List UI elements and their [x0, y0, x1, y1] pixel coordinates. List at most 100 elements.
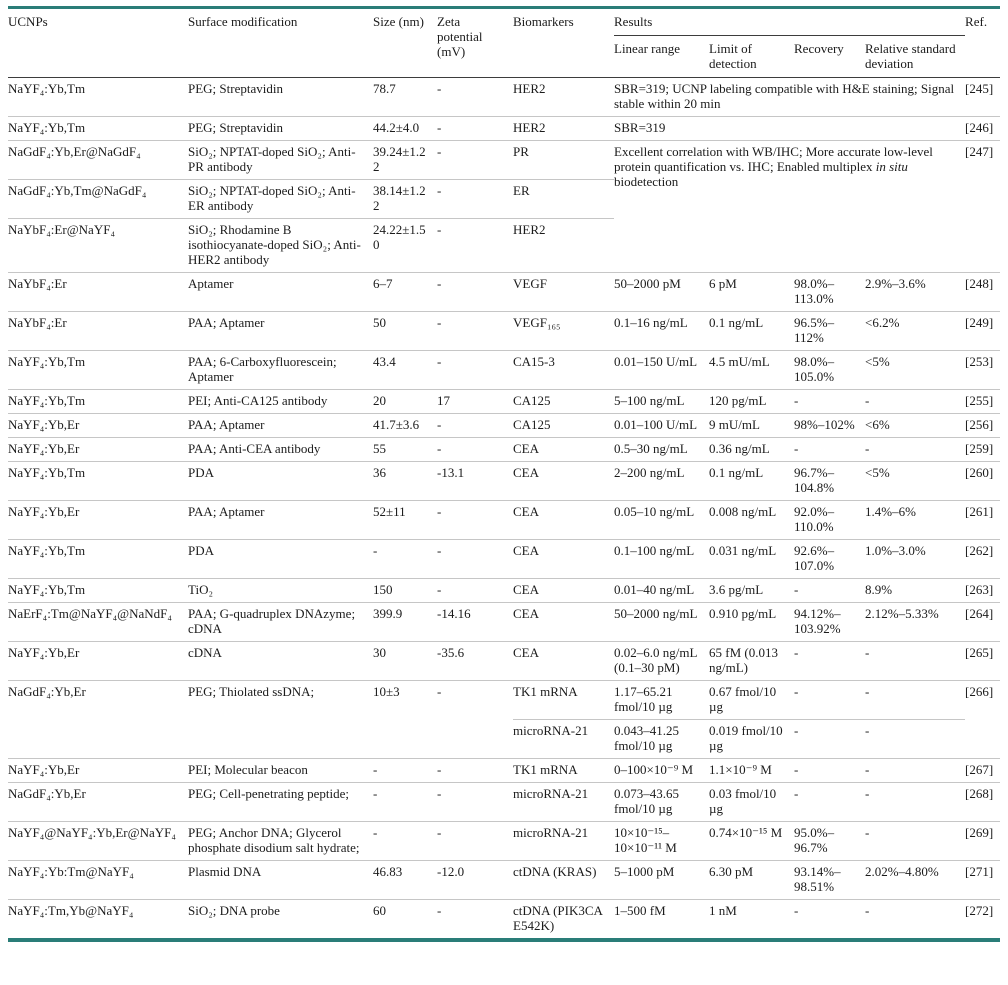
table-cell: 17 — [437, 389, 513, 414]
table-cell: 0.1–16 ng/mL — [614, 311, 709, 351]
table-cell: - — [794, 389, 865, 414]
table-cell: VEGF — [513, 272, 614, 312]
table-cell: NaYF₄:Yb,Tm — [8, 350, 188, 390]
table-row: NaYF₄:Yb,Er cDNA 30 -35.6 CEA 0.02–6.0 ng/mL … — [8, 641, 1001, 681]
table-cell: 0.1–100 ng/mL — [614, 539, 709, 579]
table-cell: - — [865, 758, 966, 783]
table-cell: - — [794, 903, 799, 918]
table-cell: - — [865, 782, 966, 822]
table-cell: [249] — [965, 311, 1001, 351]
table-cell: NaYF₄@NaYF₄:Yb,Er@NaYF₄ — [8, 821, 188, 861]
table-cell: 2–200 ng/mL — [614, 461, 709, 501]
table-cell: TK1 mRNA — [513, 758, 614, 783]
table-cell: 0.01–40 ng/mL — [614, 578, 709, 603]
col-header-zeta-potential: Zeta potential (mV) — [437, 7, 513, 78]
table-row: NaYF₄:Yb,Er PAA; Aptamer 52±11- CEA 0.05–10 … — [8, 500, 1001, 540]
header-row-main: UCNPs Surface modification Size (nm) Zet… — [8, 7, 1001, 78]
table-cell: - — [437, 413, 513, 438]
table-cell: - — [437, 311, 513, 351]
table-cell: TiO₂ — [188, 578, 373, 603]
table-cell: [248] — [965, 272, 1001, 312]
table-cell: 0.1 ng/mL — [709, 461, 794, 501]
table-cell: - — [437, 903, 442, 918]
table-row: NaYF₄:Yb,Tm TiO₂ 150- CEA 0.01–40 ng/mL 3.6 p… — [8, 578, 1001, 603]
table-cell: [255] — [965, 389, 1001, 414]
table-cell: 50–2000 pM — [614, 272, 709, 312]
table-cell: 0.031 ng/mL — [709, 539, 794, 579]
table-cell: NaErF₄:Tm@NaYF₄@NaNdF₄ — [8, 602, 188, 642]
table-row: NaYF₄:Tm,Yb@NaYF₄ SiO₂; DNA probe 60 - ctDNA… — [8, 900, 1000, 941]
table-row: NaYF₄:Yb,Tm PEG; Streptavidin 44.2±4.0- HER… — [8, 116, 1001, 141]
table-cell: - — [373, 821, 437, 861]
table-cell: 41.7±3.6 — [373, 413, 437, 438]
col-header-surface-modification: Surface modification — [188, 7, 373, 78]
col-header-linear-range: Linear range — [614, 35, 709, 78]
table-cell: 46.83 — [373, 860, 437, 900]
table-cell: 2.02%–4.80% — [865, 860, 966, 900]
table-cell: - — [865, 680, 966, 720]
table-cell: - — [437, 350, 513, 390]
table-cell: PEG; Cell-penetrating peptide; — [188, 782, 373, 822]
table-cell: 10±3 — [373, 680, 437, 759]
table-cell: HER2 — [513, 77, 614, 117]
table-cell: NaYF₄:Yb,Er — [8, 413, 188, 438]
table-cell: NaGdF₄:Yb,Er — [8, 782, 188, 822]
table-cell: 6.30 pM — [709, 860, 794, 900]
table-cell: 30 — [373, 641, 437, 681]
table-cell: Aptamer — [188, 272, 373, 312]
table-cell: PAA; Anti-CEA antibody — [188, 437, 373, 462]
col-header-recovery: Recovery — [794, 35, 865, 78]
table-cell: NaYF₄:Yb,Tm — [8, 116, 188, 141]
table-row: NaYbF₄:Er Aptamer 6–7- VEGF 50–2000 pM 6 pM 98… — [8, 272, 1001, 312]
table-cell: CEA — [513, 602, 614, 642]
table-cell: 120 pg/mL — [709, 389, 794, 414]
table-cell: <5% — [865, 350, 966, 390]
paper-table-figure: UCNPs Surface modification Size (nm) Zet… — [8, 6, 1001, 942]
table-cell: NaYF₄:Yb,Tm — [8, 389, 188, 414]
table-cell: 38.14±1.22 — [373, 179, 437, 219]
table-cell: CA125 — [513, 389, 614, 414]
table-cell: HER2 — [513, 116, 614, 141]
table-cell: NaYF₄:Yb,Er — [8, 437, 188, 462]
table-cell: - — [437, 758, 513, 783]
table-cell: 2.12%–5.33% — [865, 602, 966, 642]
col-header-results: Results — [614, 7, 966, 36]
col-header-ref: Ref. — [965, 7, 1001, 78]
table-cell: - — [865, 719, 966, 759]
table-cell: 3.6 pg/mL — [709, 578, 794, 603]
table-cell: NaYF₄:Yb,Tm — [8, 578, 188, 603]
table-row: NaErF₄:Tm@NaYF₄@NaNdF₄ PAA; G-quadruplex … — [8, 602, 1001, 642]
table-cell: microRNA-21 — [513, 821, 614, 861]
table-cell: 98.0%–113.0% — [794, 272, 865, 312]
table-cell: CEA — [513, 539, 614, 579]
table-cell: - — [437, 77, 513, 117]
table-header: UCNPs Surface modification Size (nm) Zet… — [8, 7, 1001, 78]
table-cell: 0.36 ng/mL — [709, 437, 794, 462]
table-cell: [253] — [965, 350, 1001, 390]
table-cell: NaYF₄:Yb:Tm@NaYF₄ — [8, 860, 188, 900]
table-cell: 1.1×10⁻⁹ M — [709, 758, 794, 783]
table-cell: 36 — [373, 461, 437, 501]
table-cell: CEA — [513, 500, 614, 540]
table-cell: NaYF₄:Tm,Yb@NaYF₄ — [8, 903, 134, 918]
table-cell: - — [794, 578, 865, 603]
table-cell: NaYF₄:Yb,Er — [8, 500, 188, 540]
table-cell: CA125 — [513, 413, 614, 438]
table-cell: PEG; Anchor DNA; Glycerol phosphate diso… — [188, 821, 373, 861]
table-cell: PDA — [188, 539, 373, 579]
table-cell: 39.24±1.22 — [373, 140, 437, 180]
table-row: microRNA-21 0.043–41.25 fmol/10 µg 0.019 f… — [8, 719, 1000, 759]
table-cell: 150 — [373, 578, 437, 603]
table-cell: PAA; Aptamer — [188, 311, 373, 351]
table-cell: PR — [513, 140, 614, 180]
table-row: NaYF₄:Yb,Tm PAA; 6-Carboxyfluorescein; Ap… — [8, 350, 1001, 390]
table-cell: 50 — [373, 311, 437, 351]
table-cell: - — [437, 116, 513, 141]
table-cell: 1.4%–6% — [865, 500, 966, 540]
table-cell: 0.5–30 ng/mL — [614, 437, 709, 462]
table-cell: - — [865, 821, 966, 861]
table-cell: 9 mU/mL — [709, 413, 794, 438]
table-cell: -35.6 — [437, 641, 513, 681]
table-cell: - — [373, 539, 437, 579]
table-cell: - — [437, 500, 513, 540]
